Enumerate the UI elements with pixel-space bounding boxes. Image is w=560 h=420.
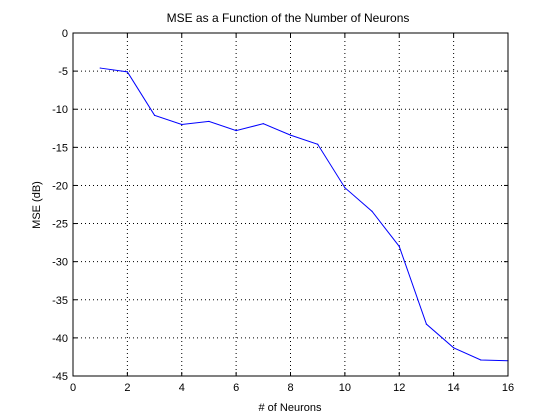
x-axis-ticks: 0 2 4 6 8 10 12 14 16	[70, 33, 514, 394]
y-tick-label: -5	[58, 66, 68, 78]
data-point	[289, 134, 292, 136]
series-group	[99, 67, 509, 362]
data-point	[99, 67, 101, 69]
data-point	[317, 143, 319, 145]
data-point	[126, 71, 128, 73]
x-tick-label: 14	[448, 382, 460, 394]
y-tick-label: -15	[52, 142, 68, 154]
y-tick-label: -10	[52, 104, 68, 116]
chart-title: MSE as a Function of the Number of Neuro…	[167, 11, 410, 25]
y-tick-label: -20	[52, 180, 68, 192]
plot-area	[73, 33, 508, 376]
data-point	[235, 129, 237, 132]
x-tick-label: 8	[287, 382, 293, 394]
y-tick-label: -35	[52, 295, 68, 307]
data-point	[425, 323, 428, 325]
data-point	[181, 123, 183, 126]
data-point	[453, 347, 455, 349]
data-point	[398, 245, 400, 248]
x-tick-label: 4	[179, 382, 185, 394]
data-point	[371, 210, 373, 212]
data-point	[480, 359, 482, 361]
x-tick-label: 10	[339, 382, 351, 394]
grid-lines	[73, 33, 508, 376]
series-line	[100, 67, 509, 362]
y-axis-label: MSE (dB)	[31, 181, 43, 229]
data-point	[208, 120, 210, 123]
data-point	[262, 123, 264, 125]
y-tick-label: -25	[52, 219, 68, 231]
data-point	[153, 114, 156, 116]
x-tick-label: 6	[233, 382, 239, 394]
x-tick-label: 12	[393, 382, 405, 394]
y-tick-label: -40	[52, 333, 68, 345]
x-tick-label: 0	[70, 382, 76, 394]
x-tick-label: 2	[124, 382, 130, 394]
y-tick-label: -45	[52, 371, 68, 383]
data-point	[344, 187, 346, 189]
y-tick-label: 0	[62, 28, 68, 40]
y-axis-ticks: 0 -5 -10 -15 -20 -25 -30 -35 -40 -45	[52, 28, 508, 383]
x-axis-label: # of Neurons	[259, 402, 322, 414]
x-tick-label: 16	[502, 382, 514, 394]
y-tick-label: -30	[52, 257, 68, 269]
